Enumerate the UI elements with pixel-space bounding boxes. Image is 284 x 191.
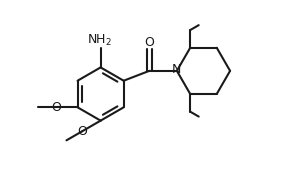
Text: O: O: [51, 101, 61, 114]
Text: O: O: [77, 125, 87, 138]
Text: NH$_2$: NH$_2$: [87, 33, 112, 48]
Text: N: N: [172, 63, 181, 76]
Text: O: O: [144, 36, 154, 49]
